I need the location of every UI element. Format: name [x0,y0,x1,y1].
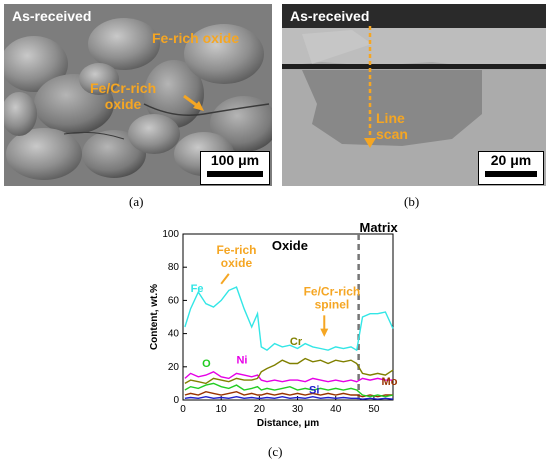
matrix-region-label: Matrix [359,220,398,235]
series-line-o [184,382,394,398]
x-tick-label: 20 [254,404,266,415]
panel-a-scale-text: 100 μm [210,152,260,168]
y-tick-label: 80 [168,262,180,273]
oxide-region-label: Oxide [272,238,308,253]
panel-b-linescan-line1: Line [376,110,405,126]
panel-c-caption: (c) [268,444,283,459]
panel-b-scalebar: 20 μm [478,151,544,185]
panel-a-label: As-received [12,8,92,24]
annotation-spinel-line1: Fe/Cr-rich [304,284,361,298]
panel-a-fecr-line1: Fe/Cr-rich [90,80,157,96]
panel-b-caption: (b) [404,194,420,209]
x-axis-label: Distance, μm [257,418,319,429]
panel-a-fe-oxide-label: Fe-rich oxide [152,30,240,46]
x-tick-label: 10 [216,404,228,415]
panel-a-fecr-line2: oxide [104,96,142,112]
y-tick-label: 40 [168,329,180,340]
sem-texture-a [4,4,272,186]
panel-b-linescan-label: Line scan [376,110,408,142]
series-line-mo [184,390,393,398]
series-label-o: O [202,358,211,370]
x-tick-label: 0 [180,404,186,415]
panel-a-fecr-oxide-label: Fe/Cr-rich oxide [90,80,156,112]
series-line-fe [184,286,394,352]
series-label-cr: Cr [290,336,303,348]
series-label-si: Si [309,384,319,396]
x-tick-label: 50 [368,404,380,415]
panel-a-scale-bar [207,171,263,177]
panel-a-caption: (a) [129,194,144,209]
series-label-fe: Fe [191,283,204,295]
series-label-mo: Mo [382,376,398,388]
plot-area: 0 10 20 30 40 50 0 20 40 60 80 100 Distance, μm Conte… [149,220,399,429]
series-line-cr [184,357,394,385]
plot-frame [182,233,394,401]
sem-image-b: As-received Line scan 20 μm [282,4,546,186]
panel-b-label: As-received [290,8,370,24]
panel-b-scale-bar [485,171,537,177]
y-tick-label: 0 [173,395,179,406]
y-tick-label: 20 [168,362,180,373]
annotation-fe-oxide-line2: oxide [221,256,253,270]
annotation-fe-oxide-arrow [220,273,230,285]
y-tick-label: 60 [168,295,180,306]
series-line-ni [184,371,393,383]
x-tick-label: 30 [292,404,304,415]
y-tick-label: 100 [162,229,179,240]
sem-image-a: As-received Fe-rich oxide Fe/Cr-rich oxi… [4,4,272,186]
y-axis-label: Content, wt.% [149,284,160,350]
annotation-spinel-line2: spinel [315,298,350,312]
series-line-si [184,395,394,400]
panel-a-scalebar: 100 μm [200,151,270,185]
annotation-fe-oxide-line1: Fe-rich [216,243,256,257]
panel-b-scale-text: 20 μm [490,152,532,168]
annotation-spinel-arrowhead [320,328,329,337]
x-tick-label: 40 [330,404,342,415]
series-label-ni: Ni [236,354,247,366]
line-scan-chart: 0 10 20 30 40 50 0 20 40 60 80 100 Distance, μm Conte… [149,220,399,429]
panel-b-linescan-line2: scan [376,126,408,142]
